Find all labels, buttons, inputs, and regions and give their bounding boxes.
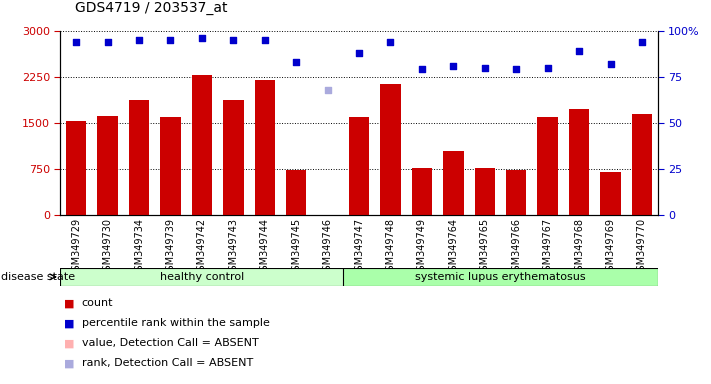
Bar — [506, 170, 526, 215]
Text: count: count — [82, 298, 113, 308]
Point — [102, 39, 113, 45]
Bar — [97, 116, 118, 215]
Point — [322, 87, 333, 93]
Point — [636, 39, 648, 45]
Point — [259, 37, 270, 43]
Point — [353, 50, 365, 56]
Bar — [60, 268, 343, 286]
Bar — [349, 118, 369, 215]
Point — [291, 59, 302, 65]
Bar — [380, 84, 401, 215]
Bar — [286, 170, 306, 215]
Bar — [569, 109, 589, 215]
Text: ■: ■ — [64, 298, 75, 308]
Text: value, Detection Call = ABSENT: value, Detection Call = ABSENT — [82, 338, 259, 348]
Point — [228, 37, 239, 43]
Point — [134, 37, 145, 43]
Bar — [443, 151, 464, 215]
Text: ■: ■ — [64, 318, 75, 328]
Text: GDS4719 / 203537_at: GDS4719 / 203537_at — [75, 2, 227, 15]
Text: systemic lupus erythematosus: systemic lupus erythematosus — [415, 272, 586, 282]
Point — [542, 65, 553, 71]
Text: ■: ■ — [64, 358, 75, 368]
Bar — [343, 268, 658, 286]
Point — [605, 61, 616, 67]
Text: percentile rank within the sample: percentile rank within the sample — [82, 318, 269, 328]
Point — [196, 35, 208, 41]
Bar — [538, 118, 558, 215]
Text: healthy control: healthy control — [160, 272, 244, 282]
Text: disease state: disease state — [1, 272, 75, 282]
Point — [385, 39, 396, 45]
Bar — [255, 80, 275, 215]
Bar — [192, 75, 212, 215]
Bar — [412, 168, 432, 215]
Point — [165, 37, 176, 43]
Point — [416, 66, 427, 73]
Bar — [66, 121, 86, 215]
Point — [573, 48, 584, 54]
Text: ■: ■ — [64, 338, 75, 348]
Point — [70, 39, 82, 45]
Bar — [223, 100, 244, 215]
Bar — [160, 118, 181, 215]
Point — [448, 63, 459, 69]
Bar — [632, 114, 652, 215]
Bar — [474, 168, 495, 215]
Bar — [600, 172, 621, 215]
Text: rank, Detection Call = ABSENT: rank, Detection Call = ABSENT — [82, 358, 253, 368]
Bar — [129, 100, 149, 215]
Point — [510, 66, 522, 73]
Point — [479, 65, 491, 71]
